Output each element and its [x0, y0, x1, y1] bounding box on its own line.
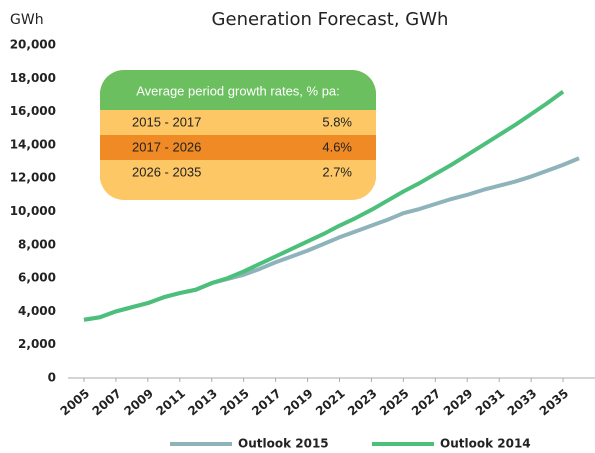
table-row [100, 160, 376, 185]
x-tick-label: 2027 [409, 386, 444, 418]
x-tick-label: 2033 [505, 386, 540, 418]
x-tick-label: 2021 [313, 386, 348, 418]
table-row [100, 135, 376, 160]
x-tick-label: 2005 [58, 386, 93, 418]
y-tick-label: 8,000 [18, 237, 56, 251]
x-tick-label: 2007 [89, 386, 124, 418]
y-tick-label: 2,000 [18, 337, 56, 351]
x-tick-label: 2029 [441, 386, 476, 418]
y-tick-label: 12,000 [10, 171, 56, 185]
legend-label: Outlook 2015 [238, 437, 329, 451]
y-tick-label: 10,000 [10, 204, 56, 218]
chart-title: Generation Forecast, GWh [212, 9, 449, 30]
y-tick-label: 0 [48, 371, 56, 385]
x-tick-label: 2025 [377, 386, 412, 418]
x-tick-label: 2009 [121, 386, 156, 418]
y-tick-label: 14,000 [10, 137, 56, 151]
x-tick-label: 2015 [217, 386, 252, 418]
y-tick-label: 16,000 [10, 104, 56, 118]
row-period: 2017 - 2026 [132, 139, 201, 154]
x-tick-label: 2019 [281, 386, 316, 418]
row-period: 2026 - 2035 [132, 164, 201, 179]
row-rate: 2.7% [322, 164, 352, 179]
x-tick-label: 2013 [185, 386, 220, 418]
x-tick-label: 2011 [153, 386, 188, 418]
row-rate: 4.6% [322, 139, 352, 154]
x-tick-label: 2017 [249, 386, 284, 418]
y-tick-label: 6,000 [18, 271, 56, 285]
y-axis-label: GWh [10, 12, 44, 28]
y-tick-label: 18,000 [10, 71, 56, 85]
y-tick-label: 4,000 [18, 304, 56, 318]
y-tick-label: 20,000 [10, 38, 56, 52]
growth-table [100, 70, 376, 200]
table-header [100, 70, 376, 110]
row-rate: 5.8% [322, 114, 352, 129]
x-tick-label: 2031 [473, 386, 508, 418]
x-tick-label: 2035 [537, 386, 572, 418]
row-period: 2015 - 2017 [132, 114, 201, 129]
legend-label: Outlook 2014 [440, 437, 531, 451]
x-tick-label: 2023 [345, 386, 380, 418]
table-title: Average period growth rates, % pa: [136, 83, 340, 98]
table-row [100, 110, 376, 135]
series-line [83, 90, 565, 322]
